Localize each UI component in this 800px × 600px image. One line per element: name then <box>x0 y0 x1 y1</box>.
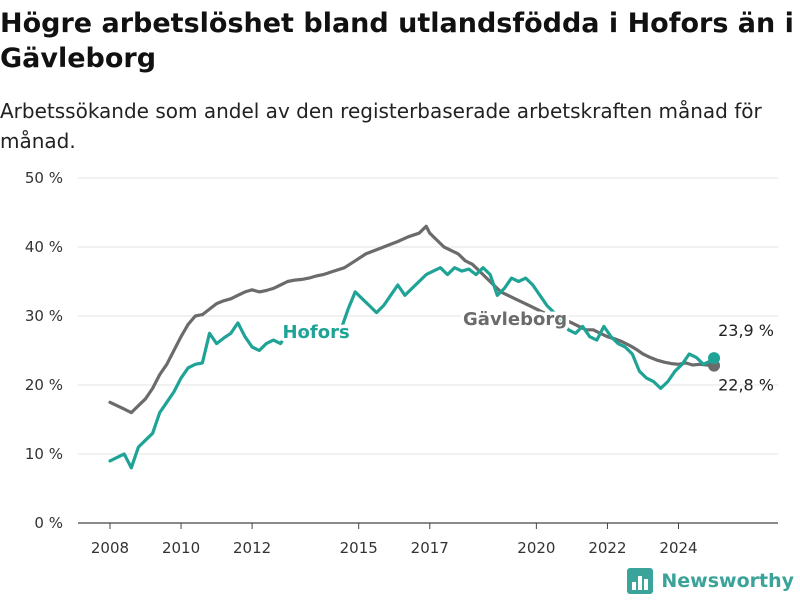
series-label-g-vleborg: Gävleborg <box>463 309 567 330</box>
chart-title: Högre arbetslöshet bland utlandsfödda i … <box>0 8 794 74</box>
y-tick-label: 40 % <box>25 238 63 256</box>
series-label-halo: Hofors <box>282 322 349 343</box>
y-tick-label: 50 % <box>25 169 63 187</box>
x-tick-label: 2015 <box>340 539 378 557</box>
bar-chart-logo-icon <box>627 568 654 594</box>
y-tick-label: 10 % <box>25 445 63 463</box>
series-lines <box>108 224 721 470</box>
y-axis-ticks: 0 % 10 % 20 % 30 % 40 % 50 % <box>25 169 63 532</box>
brand: Newsworthy <box>627 568 794 594</box>
chart-subtitle: Arbetssökande som andel av den registerb… <box>0 99 762 153</box>
x-tick-label: 2022 <box>588 539 626 557</box>
series-label-halo: Gävleborg <box>463 309 567 330</box>
series-line-hofors <box>108 266 716 470</box>
x-tick-label: 2020 <box>517 539 555 557</box>
x-axis-ticks: 2008 2010 2012 2015 2017 2020 2022 2024 <box>91 523 698 557</box>
x-tick-label: 2024 <box>659 539 697 557</box>
y-tick-label: 0 % <box>34 514 63 532</box>
series-end-point-hofors <box>708 352 721 365</box>
brand-name: Newsworthy <box>661 570 794 592</box>
end-value-label-hofors: 23,9 % <box>718 321 774 340</box>
end-value-label-g-vleborg: 22,8 % <box>718 376 774 395</box>
y-tick-label: 20 % <box>25 376 63 394</box>
grid-lines <box>78 177 778 524</box>
x-tick-label: 2017 <box>411 539 449 557</box>
series-label-hofors: Hofors <box>282 322 349 343</box>
y-tick-label: 30 % <box>25 307 63 325</box>
series-line-g-vleborg <box>108 224 716 415</box>
x-tick-label: 2012 <box>233 539 271 557</box>
x-tick-label: 2010 <box>162 539 200 557</box>
x-tick-label: 2008 <box>91 539 129 557</box>
